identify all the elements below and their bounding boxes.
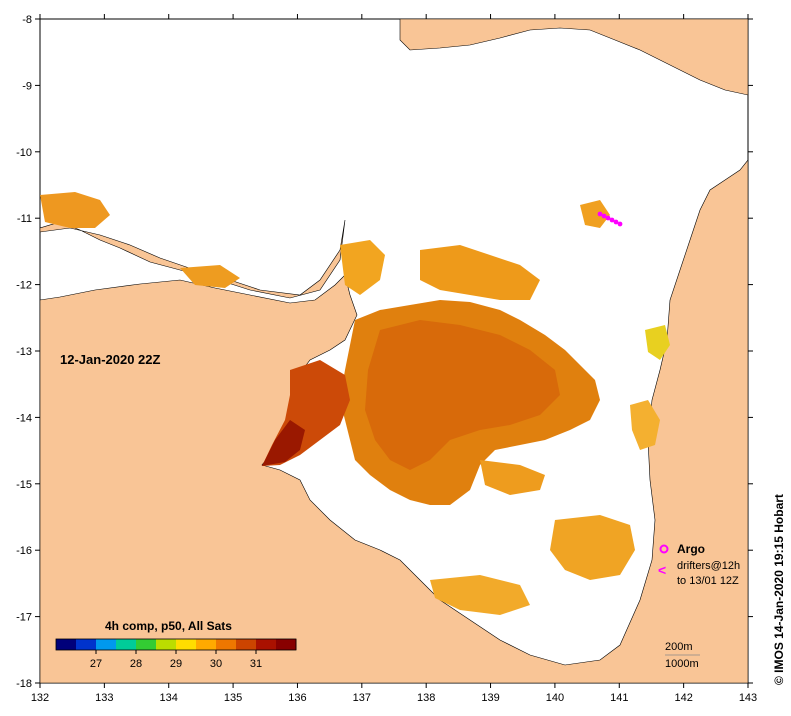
x-tick-label: 141 (610, 692, 628, 704)
colorbar-tick-label: 31 (250, 658, 262, 670)
platform-legend: Argo < drifters@12h to 13/01 12Z (658, 542, 740, 587)
colorbar-swatch (56, 639, 77, 650)
colorbar-swatch (216, 639, 237, 650)
drifters-label: drifters@12h (677, 560, 740, 572)
y-tick-label: -14 (16, 412, 32, 424)
colorbar-swatch (136, 639, 157, 650)
x-tick-label: 136 (288, 692, 306, 704)
x-tick-label: 133 (95, 692, 113, 704)
colorbar-tick-label: 27 (90, 658, 102, 670)
y-tick-label: -17 (16, 612, 32, 624)
argo-marker-icon (659, 544, 669, 554)
colorbar-swatch (176, 639, 197, 650)
y-tick-label: -12 (16, 280, 32, 292)
colorbar-swatch (116, 639, 137, 650)
colorbar-tick-label: 30 (210, 658, 222, 670)
colorbar-swatch (236, 639, 257, 650)
x-tick-label: 134 (160, 692, 178, 704)
x-tick-label: 135 (224, 692, 242, 704)
colorbar-ticks: 27 28 29 30 31 (90, 650, 262, 670)
colorbar-swatch (96, 639, 117, 650)
depth-200-label: 200m (665, 641, 693, 653)
y-tick-label: -16 (16, 545, 32, 557)
y-tick-label: -11 (17, 213, 32, 225)
depth-legend: 200m 1000m (665, 641, 700, 670)
x-tick-label: 139 (481, 692, 499, 704)
colorbar: 4h comp, p50, All Sats 27 28 29 30 31 (55, 619, 297, 670)
x-axis: 132 133 134 135 136 137 138 139 140 141 142 143 (31, 14, 757, 704)
x-tick-label: 138 (417, 692, 435, 704)
y-tick-label: -10 (16, 147, 32, 159)
land-new-guinea (399, 19, 748, 96)
y-tick-label: -8 (22, 14, 32, 26)
colorbar-swatch (276, 639, 297, 650)
y-tick-label: -15 (16, 479, 32, 491)
drifter-marker-icon: < (658, 562, 666, 578)
colorbar-tick-label: 29 (170, 658, 182, 670)
colorbar-gradient (56, 639, 297, 650)
colorbar-tick-label: 28 (130, 658, 142, 670)
colorbar-swatch (256, 639, 277, 650)
drifter-track (597, 211, 623, 227)
argo-label: Argo (677, 542, 705, 556)
y-tick-label: -13 (16, 346, 32, 358)
y-tick-label: -9 (22, 80, 32, 92)
x-tick-label: 137 (353, 692, 371, 704)
y-axis: -8 -9 -10 -11 -12 -13 -14 -15 -16 -17 -18 (16, 14, 753, 690)
x-tick-label: 142 (674, 692, 692, 704)
credit-text: © IMOS 14-Jan-2020 19:15 Hobart (772, 494, 786, 685)
colorbar-swatch (196, 639, 217, 650)
timestamp-label: 12-Jan-2020 22Z (60, 352, 161, 367)
colorbar-swatch (76, 639, 97, 650)
colorbar-swatch (156, 639, 177, 650)
y-tick-label: -18 (16, 678, 32, 690)
drifters-range: to 13/01 12Z (677, 575, 739, 587)
x-tick-label: 132 (31, 692, 49, 704)
colorbar-title: 4h comp, p50, All Sats (105, 619, 232, 633)
x-tick-label: 140 (546, 692, 564, 704)
depth-1000-label: 1000m (665, 658, 699, 670)
land-northern-territory (40, 159, 748, 683)
sst-field (40, 192, 670, 615)
x-tick-label: 143 (739, 692, 757, 704)
